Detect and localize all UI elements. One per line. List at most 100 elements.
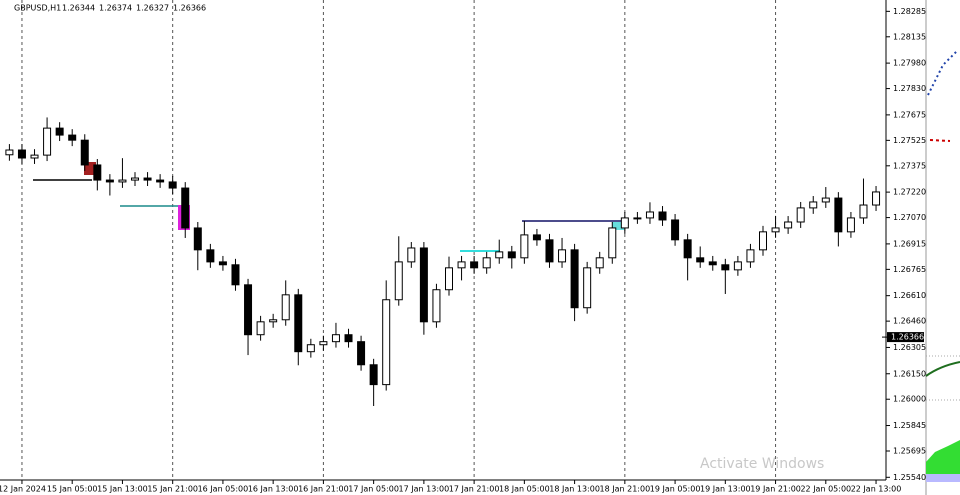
- x-tick-label: 16 Jan 13:00: [248, 485, 299, 494]
- candle-body: [206, 249, 215, 263]
- x-tick-label: 19 Jan 05:00: [650, 485, 701, 494]
- candle-body: [558, 249, 567, 263]
- header-value: 1.26366: [173, 4, 206, 13]
- candle-body: [633, 217, 642, 220]
- candle-body: [532, 234, 541, 241]
- x-tick-label: 18 Jan 13:00: [549, 485, 600, 494]
- y-tick-label: 1.28135: [893, 32, 926, 41]
- candle-body: [382, 299, 391, 386]
- candle-body: [118, 179, 127, 183]
- y-tick-label: 1.26460: [893, 317, 926, 326]
- candle-body: [319, 341, 328, 346]
- candle-body: [256, 321, 265, 336]
- candle-body: [445, 267, 453, 291]
- candle-body: [344, 334, 353, 343]
- candle-body: [407, 247, 416, 263]
- candle-body: [193, 227, 202, 251]
- y-tick-label: 1.27375: [893, 161, 926, 170]
- candle-body: [470, 261, 479, 269]
- y-tick-label: 1.27830: [893, 84, 926, 93]
- x-tick-label: 15 Jan 21:00: [147, 485, 198, 494]
- candle-body: [294, 294, 303, 353]
- candle-body: [507, 251, 516, 259]
- chart-title: GBPUSD,H1: [14, 4, 61, 13]
- candle-body: [218, 261, 227, 266]
- candle-body: [784, 221, 793, 229]
- y-tick-label: 1.25540: [893, 473, 926, 482]
- candle-body: [432, 289, 441, 323]
- y-tick-label: 1.27220: [893, 188, 926, 197]
- candle-body: [834, 197, 843, 233]
- y-tick-label: 1.26305: [893, 343, 926, 352]
- candle-body: [733, 261, 742, 271]
- candle-body: [269, 319, 278, 323]
- y-tick-label: 1.26765: [893, 265, 926, 274]
- candle-body: [771, 227, 780, 233]
- header-value: 1.26344: [62, 4, 95, 13]
- y-tick-label: 1.27525: [893, 136, 926, 145]
- y-tick-label: 1.27070: [893, 213, 926, 222]
- y-tick-label: 1.25845: [893, 421, 926, 430]
- candle-body: [872, 191, 881, 206]
- candle-body: [156, 179, 165, 183]
- x-tick-label: 15 Jan 13:00: [97, 485, 148, 494]
- candle-body: [583, 267, 592, 309]
- candle-body: [671, 219, 680, 241]
- candle-body: [17, 149, 26, 159]
- candle-body: [30, 154, 39, 159]
- candle-body: [645, 211, 654, 219]
- candle-body: [545, 239, 554, 263]
- x-tick-label: 17 Jan 05:00: [348, 485, 399, 494]
- header-value: 1.26327: [136, 4, 169, 13]
- y-tick-label: 1.26610: [893, 291, 926, 300]
- header-value: 1.26374: [99, 4, 132, 13]
- side-panel: [925, 0, 960, 495]
- y-tick-label: 1.26150: [893, 369, 926, 378]
- candle-body: [43, 127, 52, 156]
- zone-box: [612, 222, 624, 230]
- candle-body: [846, 217, 855, 233]
- candle-body: [168, 181, 177, 189]
- candle-body: [658, 211, 667, 221]
- candle-body: [821, 197, 830, 203]
- candle-body: [143, 177, 152, 181]
- candle-body: [281, 294, 290, 321]
- candle-body: [809, 201, 818, 209]
- x-tick-label: 16 Jan 21:00: [298, 485, 349, 494]
- x-tick-label: 19 Jan 13:00: [700, 485, 751, 494]
- candle-body: [620, 217, 629, 229]
- y-tick-label: 1.25695: [893, 446, 926, 455]
- candle-body: [105, 179, 114, 183]
- candle-body: [306, 344, 315, 353]
- y-tick-label: 1.26915: [893, 239, 926, 248]
- candle-body: [369, 364, 378, 386]
- candle-body: [68, 134, 77, 141]
- candle-body: [746, 249, 755, 263]
- x-tick-label: 12 Jan 2024: [0, 485, 46, 494]
- candle-body: [520, 234, 529, 259]
- x-tick-label: 17 Jan 13:00: [399, 485, 450, 494]
- candle-body: [759, 231, 767, 251]
- x-tick-label: 22 Jan 13:00: [851, 485, 902, 494]
- x-tick-label: 22 Jan 05:00: [800, 485, 851, 494]
- side-histogram: [926, 440, 960, 478]
- candle-body: [55, 127, 64, 136]
- candle-body: [5, 149, 14, 156]
- x-tick-label: 19 Jan 21:00: [750, 485, 801, 494]
- y-tick-label: 1.27675: [893, 110, 926, 119]
- x-tick-label: 18 Jan 21:00: [600, 485, 651, 494]
- candle-body: [482, 257, 491, 269]
- candle-body: [244, 284, 253, 336]
- candle-body: [708, 261, 717, 266]
- candle-body: [721, 264, 730, 271]
- side-indicator: [925, 361, 960, 377]
- candle-body: [419, 247, 428, 323]
- side-band: [926, 474, 960, 482]
- candle-body: [859, 204, 868, 219]
- watermark: Activate Windows: [700, 456, 824, 472]
- x-tick-label: 15 Jan 05:00: [47, 485, 98, 494]
- current-price-box: [887, 332, 924, 343]
- candle-body: [131, 177, 139, 181]
